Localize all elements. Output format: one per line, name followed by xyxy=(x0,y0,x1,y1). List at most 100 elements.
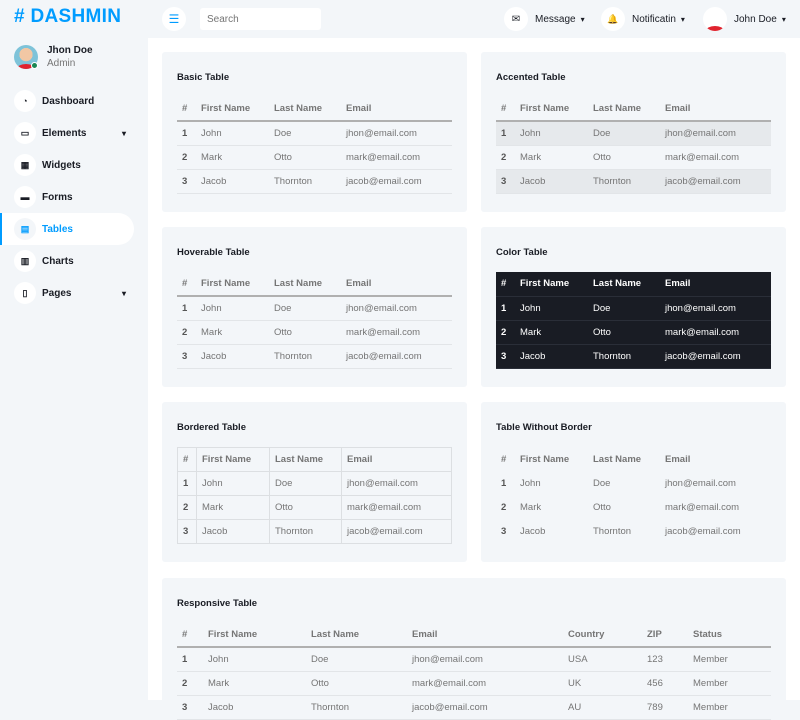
column-header: Email xyxy=(665,453,691,465)
table-row: 2 Mark Otto mark@email.com xyxy=(496,145,771,170)
column-header: Email xyxy=(407,623,563,648)
sidebar-item-tables[interactable]: ▤ Tables xyxy=(0,213,134,245)
table-cell: 1 xyxy=(177,471,197,496)
menu-toggle-button[interactable]: ☰ xyxy=(162,7,186,31)
online-status-dot xyxy=(31,62,38,69)
card-title: Bordered Table xyxy=(177,422,246,433)
table-cell: 1 xyxy=(177,121,196,146)
hoverable-table: # First Name Last Name Email 1 John Doe jhon@em… xyxy=(177,272,452,369)
column-header: Email xyxy=(660,97,771,122)
sidebar-item-widgets[interactable]: ▦ Widgets xyxy=(0,149,148,181)
notification-dropdown[interactable]: 🔔 Notificatin ▾ xyxy=(601,7,685,31)
table-cell: Doe xyxy=(588,121,660,146)
table-cell: John xyxy=(520,477,541,489)
envelope-icon: ✉ xyxy=(504,7,528,31)
table-cell: Thornton xyxy=(269,169,341,194)
bordered-table-card: Bordered Table # First Name Last Name Email 1… xyxy=(162,402,467,562)
column-header: # xyxy=(177,447,197,472)
table-row: 3 Jacob Thornton jacob@email.com xyxy=(496,169,771,194)
table-cell: John xyxy=(203,647,306,672)
message-label: Message xyxy=(535,13,576,25)
table-row: 3 Jacob Thornton jacob@email.com xyxy=(496,344,771,369)
sidebar-item-label: Pages xyxy=(42,287,72,299)
table-row: 3 Jacob Thornton jacob@email.com xyxy=(496,519,771,543)
table-row: 2 Mark Otto mark@email.com UK 456 Member xyxy=(177,671,771,696)
table-cell: Member xyxy=(688,671,771,696)
sidebar-item-forms[interactable]: ▬ Forms xyxy=(0,181,148,213)
table-cell: mark@email.com xyxy=(665,501,740,513)
table-cell: 2 xyxy=(177,671,203,696)
column-header: Last Name xyxy=(593,453,642,465)
table-row: 2 Mark Otto mark@email.com xyxy=(496,320,771,345)
table-row: 1 John Doe jhon@email.com xyxy=(177,121,452,146)
table-cell: jacob@email.com xyxy=(341,519,452,544)
table-cell: 2 xyxy=(496,320,515,345)
table-cell: 789 xyxy=(642,695,688,720)
column-header: Last Name xyxy=(269,447,342,472)
table-row: 1 John Doe jhon@email.com xyxy=(496,121,771,146)
table-row: 3 Jacob Thornton jacob@email.com AU 789 Member xyxy=(177,695,771,720)
table-cell: John xyxy=(196,296,269,321)
table-cell: Mark xyxy=(196,145,269,170)
table-header-row: # First Name Last Name Email xyxy=(177,447,452,472)
table-cell: mark@email.com xyxy=(341,495,452,520)
table-header-row: # First Name Last Name Email xyxy=(177,97,452,122)
table-cell: jhon@email.com xyxy=(407,647,563,672)
responsive-table: # First Name Last Name Email Country ZIP Statu… xyxy=(177,623,771,720)
search-input[interactable] xyxy=(200,8,321,30)
table-cell: 1 xyxy=(496,296,515,321)
profile-role: Admin xyxy=(47,58,76,69)
column-header: # xyxy=(496,272,515,297)
table-row: 2 Mark Otto mark@email.com xyxy=(177,320,452,345)
table-cell: 1 xyxy=(496,121,515,146)
table-cell: Thornton xyxy=(306,695,407,720)
gauge-icon: ◔ xyxy=(14,90,36,112)
user-profile: Jhon Doe Admin xyxy=(14,45,93,69)
sidebar-item-dashboard[interactable]: ◔ Dashboard xyxy=(0,85,148,117)
table-cell: UK xyxy=(563,671,642,696)
chart-icon: ▥ xyxy=(14,250,36,272)
card-title: Accented Table xyxy=(496,72,566,83)
table-cell: 2 xyxy=(177,320,196,345)
table-cell: John xyxy=(196,121,269,146)
table-cell: mark@email.com xyxy=(341,145,452,170)
table-without-border: # First Name Last Name Email 1 John Doe jhon@em… xyxy=(496,447,771,543)
column-header: Last Name xyxy=(269,97,341,122)
sidebar-item-charts[interactable]: ▥ Charts xyxy=(0,245,148,277)
table-cell: 3 xyxy=(177,169,196,194)
table-cell: 3 xyxy=(496,344,515,369)
user-dropdown[interactable]: John Doe ▾ xyxy=(703,7,786,31)
brand-logo[interactable]: # DASHMIN xyxy=(14,6,122,27)
table-cell: mark@email.com xyxy=(660,320,771,345)
topbar: ☰ ✉ Message ▾ 🔔 Notificatin ▾ John Doe ▾ xyxy=(148,0,800,38)
column-header: # xyxy=(177,97,196,122)
table-cell: John xyxy=(515,296,588,321)
table-icon: ▤ xyxy=(14,218,36,240)
sidebar-item-label: Elements xyxy=(42,127,87,139)
sidebar-item-elements[interactable]: ▭ Elements ▾ xyxy=(0,117,148,149)
sidebar-item-label: Dashboard xyxy=(42,95,95,107)
column-header: Country xyxy=(563,623,642,648)
user-name: John Doe xyxy=(734,13,777,25)
table-cell: Jacob xyxy=(520,525,546,537)
hamburger-icon: ☰ xyxy=(168,12,180,26)
message-dropdown[interactable]: ✉ Message ▾ xyxy=(504,7,585,31)
table-cell: Jacob xyxy=(196,344,269,369)
table-cell: Mark xyxy=(520,501,542,513)
table-cell: Jacob xyxy=(515,169,588,194)
notification-label: Notificatin xyxy=(632,13,676,25)
table-cell: 3 xyxy=(177,695,203,720)
sidebar-item-pages[interactable]: ▯ Pages ▾ xyxy=(0,277,148,309)
table-cell: Mark xyxy=(515,145,588,170)
column-header: Last Name xyxy=(269,272,341,297)
table-cell: Jacob xyxy=(196,169,269,194)
chevron-down-icon: ▾ xyxy=(580,14,585,24)
table-cell: 3 xyxy=(177,344,196,369)
basic-table: # First Name Last Name Email 1 John Doe jhon@em… xyxy=(177,97,452,194)
column-header: Status xyxy=(688,623,771,648)
card-title: Responsive Table xyxy=(177,598,258,609)
table-cell: Thornton xyxy=(269,344,341,369)
column-header: First Name xyxy=(196,447,270,472)
table-row: 2 Mark Otto mark@email.com xyxy=(496,495,771,519)
color-table: # First Name Last Name Email 1 John Doe jhon@em… xyxy=(496,272,771,369)
